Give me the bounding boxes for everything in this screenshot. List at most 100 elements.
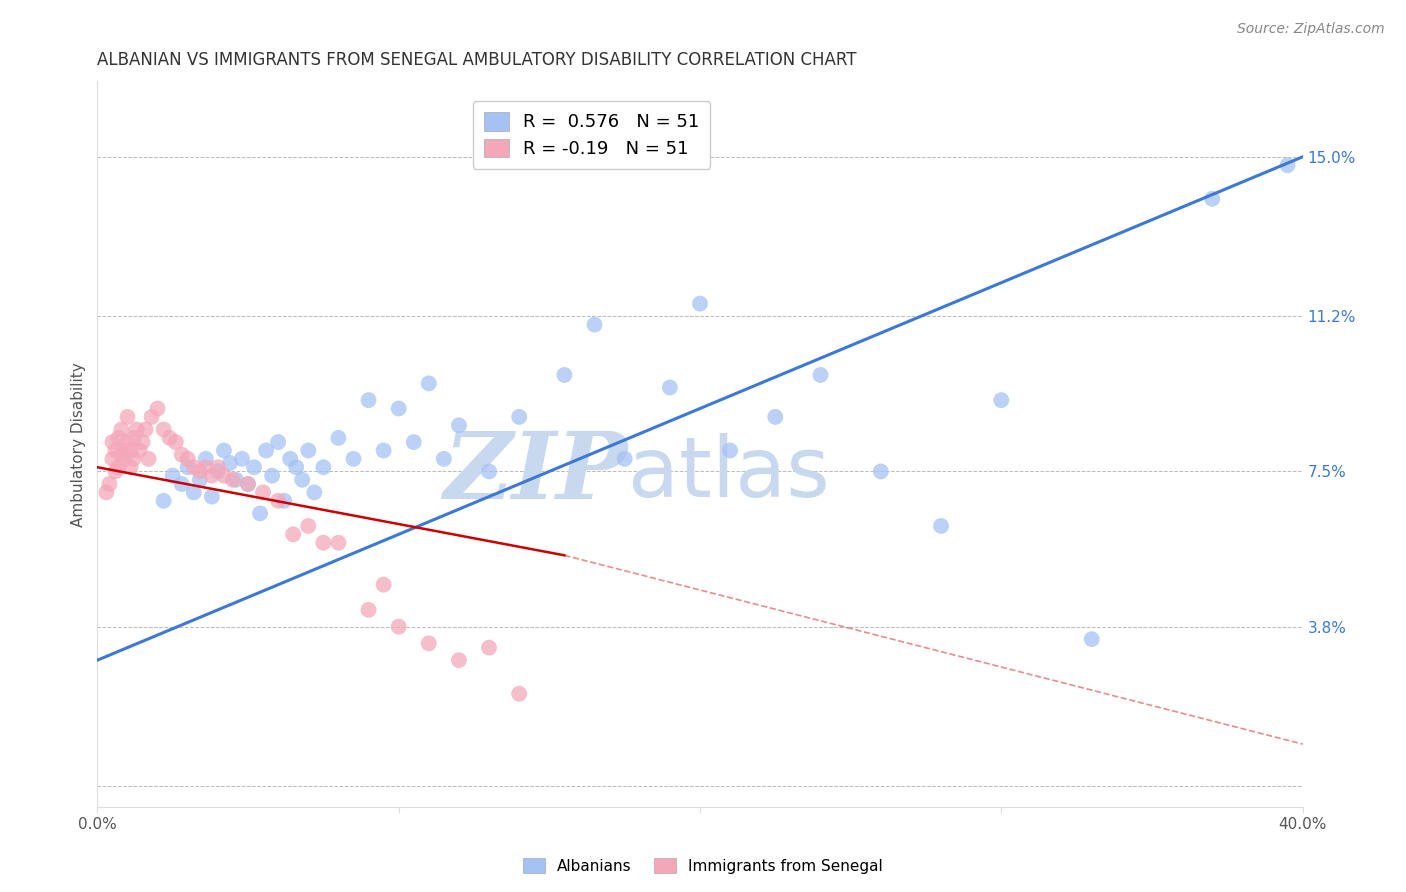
Point: [194, 460, 217, 475]
Point: [162, 468, 184, 483]
Point: [254, 443, 277, 458]
Point: [183, 485, 205, 500]
Point: [170, 448, 193, 462]
Point: [101, 435, 124, 450]
Point: [613, 451, 636, 466]
Point: [312, 535, 335, 549]
Point: [418, 636, 440, 650]
Point: [583, 318, 606, 332]
Point: [297, 519, 319, 533]
Point: [1277, 158, 1299, 172]
Point: [219, 456, 242, 470]
Legend: R =  0.576   N = 51, R = -0.19   N = 51: R = 0.576 N = 51, R = -0.19 N = 51: [472, 102, 710, 169]
Point: [373, 443, 395, 458]
Point: [304, 485, 326, 500]
Text: ALBANIAN VS IMMIGRANTS FROM SENEGAL AMBULATORY DISABILITY CORRELATION CHART: ALBANIAN VS IMMIGRANTS FROM SENEGAL AMBU…: [97, 51, 856, 69]
Point: [194, 451, 217, 466]
Point: [990, 393, 1012, 408]
Point: [212, 443, 235, 458]
Point: [1080, 632, 1102, 647]
Point: [212, 468, 235, 483]
Point: [117, 435, 139, 450]
Point: [689, 296, 711, 310]
Point: [236, 477, 259, 491]
Point: [152, 493, 174, 508]
Point: [120, 443, 142, 458]
Point: [107, 460, 129, 475]
Point: [98, 477, 121, 491]
Point: [278, 451, 301, 466]
Point: [312, 460, 335, 475]
Point: [402, 435, 425, 450]
Point: [342, 451, 364, 466]
Point: [291, 473, 314, 487]
Point: [101, 451, 124, 466]
Legend: Albanians, Immigrants from Senegal: Albanians, Immigrants from Senegal: [517, 852, 889, 880]
Point: [146, 401, 169, 416]
Point: [285, 460, 308, 475]
Point: [138, 451, 160, 466]
Point: [658, 380, 681, 394]
Point: [553, 368, 575, 382]
Point: [1201, 192, 1223, 206]
Point: [869, 465, 891, 479]
Point: [131, 435, 153, 450]
Point: [297, 443, 319, 458]
Point: [152, 422, 174, 436]
Point: [170, 477, 193, 491]
Point: [418, 376, 440, 391]
Point: [114, 451, 136, 466]
Point: [159, 431, 181, 445]
Point: [104, 465, 127, 479]
Point: [125, 422, 148, 436]
Point: [357, 603, 380, 617]
Point: [447, 653, 470, 667]
Point: [110, 448, 132, 462]
Point: [231, 451, 253, 466]
Point: [508, 409, 530, 424]
Text: ZIP: ZIP: [443, 428, 627, 518]
Point: [141, 409, 163, 424]
Point: [188, 465, 211, 479]
Point: [267, 435, 290, 450]
Point: [177, 451, 200, 466]
Point: [104, 443, 127, 458]
Point: [135, 422, 157, 436]
Text: atlas: atlas: [627, 433, 830, 514]
Point: [177, 460, 200, 475]
Point: [262, 468, 284, 483]
Point: [252, 485, 274, 500]
Point: [201, 468, 224, 483]
Point: [128, 443, 150, 458]
Point: [447, 418, 470, 433]
Point: [114, 443, 136, 458]
Point: [810, 368, 832, 382]
Point: [207, 465, 229, 479]
Point: [929, 519, 952, 533]
Point: [478, 465, 501, 479]
Point: [508, 687, 530, 701]
Point: [763, 409, 786, 424]
Point: [328, 535, 350, 549]
Point: [273, 493, 295, 508]
Point: [107, 431, 129, 445]
Point: [207, 460, 229, 475]
Point: [236, 477, 259, 491]
Point: [718, 443, 741, 458]
Point: [328, 431, 350, 445]
Point: [373, 577, 395, 591]
Point: [222, 473, 245, 487]
Point: [388, 619, 411, 633]
Point: [357, 393, 380, 408]
Point: [188, 473, 211, 487]
Point: [110, 422, 132, 436]
Point: [201, 490, 224, 504]
Point: [225, 473, 247, 487]
Point: [96, 485, 118, 500]
Text: Source: ZipAtlas.com: Source: ZipAtlas.com: [1237, 22, 1385, 37]
Point: [249, 507, 271, 521]
Point: [117, 409, 139, 424]
Point: [165, 435, 187, 450]
Point: [120, 460, 142, 475]
Point: [183, 460, 205, 475]
